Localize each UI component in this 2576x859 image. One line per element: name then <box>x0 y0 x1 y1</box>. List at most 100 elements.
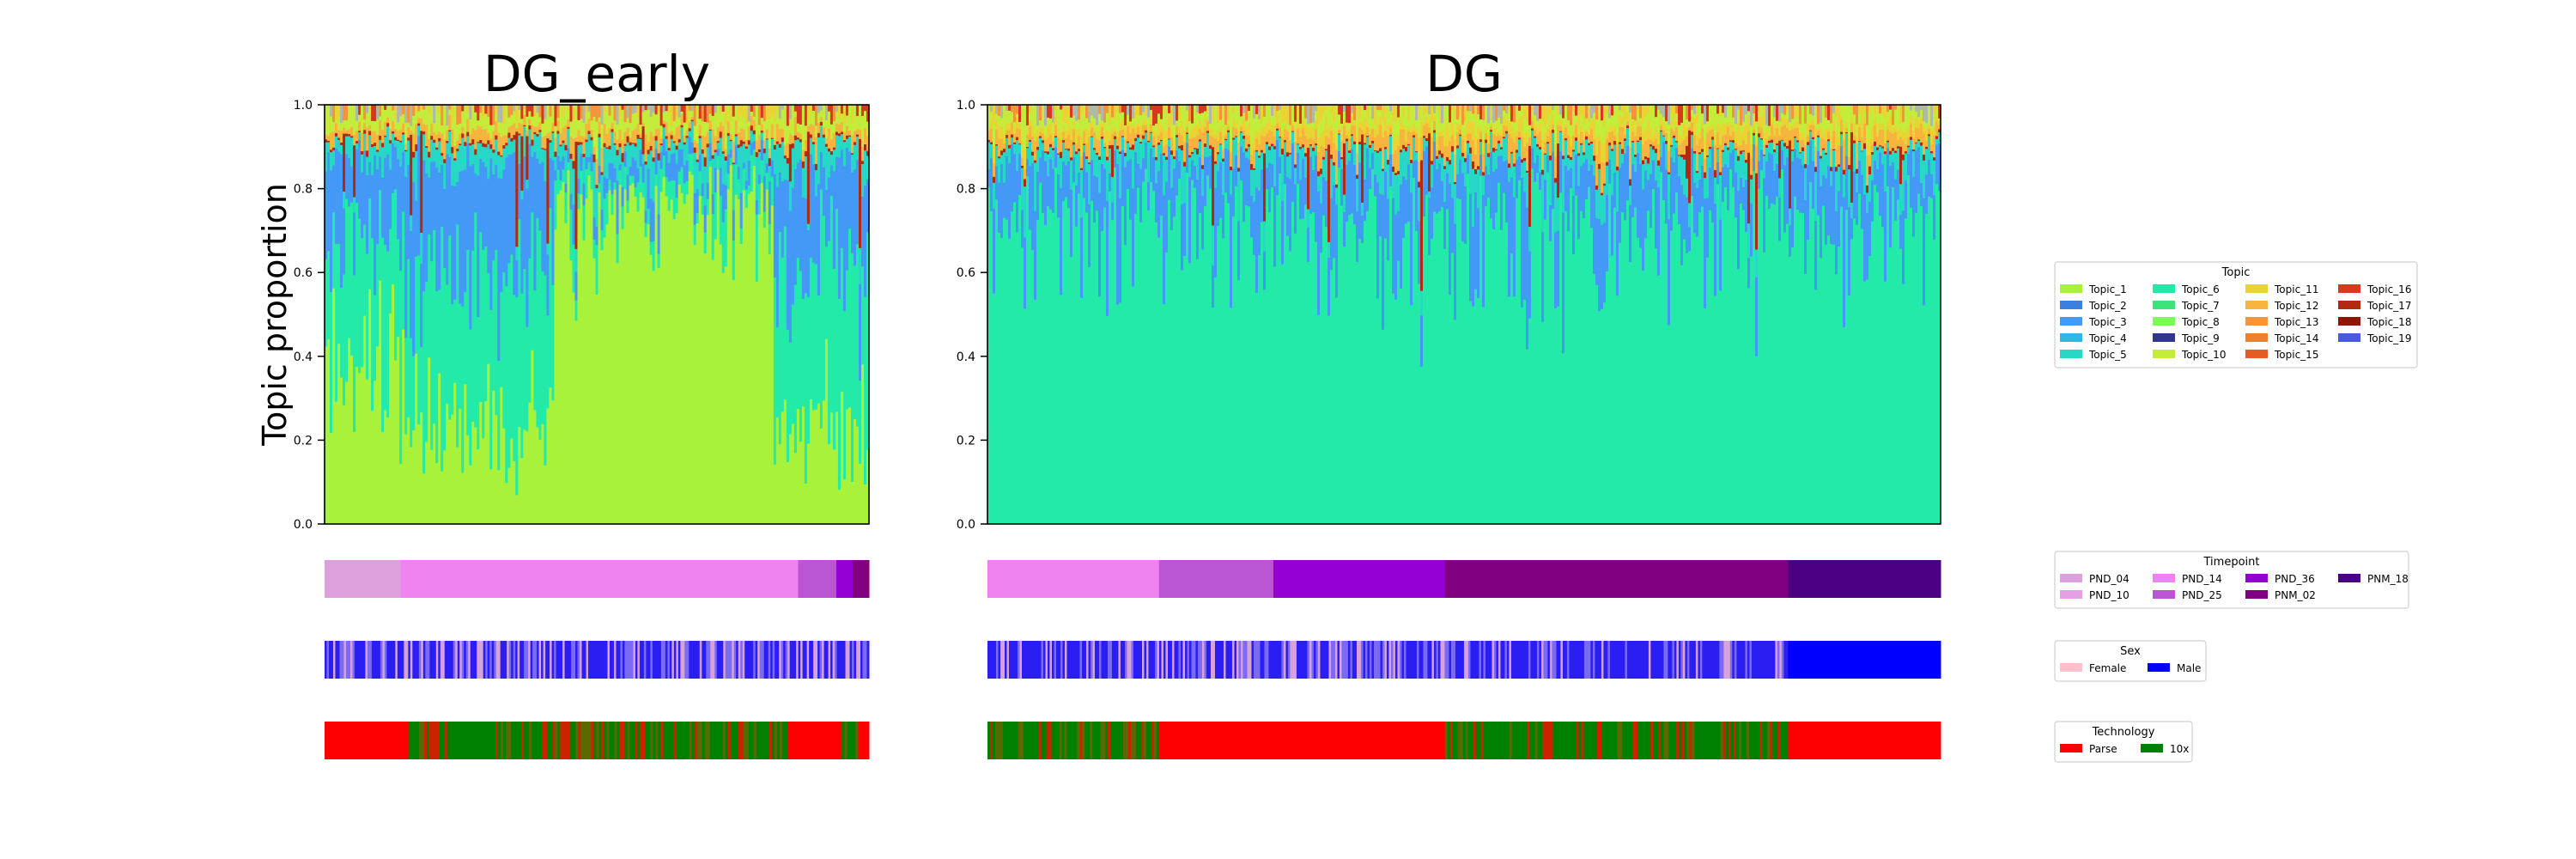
stack-segment <box>1034 140 1037 161</box>
bar-segment <box>862 641 866 679</box>
stack-segment <box>1253 254 1256 524</box>
stack-segment <box>608 162 612 180</box>
stack-segment <box>1647 105 1650 113</box>
stack-segment <box>1379 116 1382 125</box>
stack-segment <box>1075 143 1078 152</box>
stack-segment <box>1649 105 1653 122</box>
stack-segment <box>1005 218 1009 524</box>
stack-segment <box>559 132 563 145</box>
stack-segment <box>1116 304 1120 524</box>
stack-segment <box>1464 157 1467 162</box>
stack-segment <box>1693 232 1697 524</box>
stack-segment <box>1248 159 1251 207</box>
stack-segment <box>459 171 462 304</box>
stack-segment <box>1660 125 1663 131</box>
stack-segment <box>394 128 398 137</box>
stack-segment <box>1376 134 1380 151</box>
stack-segment <box>716 148 720 156</box>
stack-segment <box>1088 163 1091 205</box>
stack-segment <box>1201 168 1205 197</box>
stack-segment <box>1114 125 1117 131</box>
stack-segment <box>1188 176 1192 264</box>
stack-segment <box>1825 117 1828 130</box>
stack-segment <box>623 145 628 152</box>
stack-segment <box>1848 295 1851 524</box>
stack-segment <box>381 142 385 148</box>
stack-segment <box>1423 122 1426 126</box>
stack-segment <box>1554 105 1558 125</box>
stack-segment <box>1387 164 1390 199</box>
stack-segment <box>1789 208 1792 226</box>
stack-segment <box>1232 168 1236 216</box>
stack-segment <box>1832 119 1836 131</box>
bar-segment <box>798 560 837 598</box>
stack-segment <box>1062 200 1066 524</box>
stack-segment <box>1181 110 1184 122</box>
stack-segment <box>1420 137 1424 161</box>
stack-segment <box>404 337 408 435</box>
stack-segment <box>544 148 547 150</box>
stack-segment <box>1830 147 1833 168</box>
stack-segment <box>1856 173 1859 193</box>
stack-segment <box>819 105 823 111</box>
stack-segment <box>1546 128 1550 137</box>
stack-segment <box>729 164 733 524</box>
stack-segment <box>1307 127 1310 140</box>
stack-segment <box>990 210 993 524</box>
stack-segment <box>1763 155 1766 179</box>
stack-segment <box>1315 110 1318 120</box>
stack-segment <box>1145 131 1148 143</box>
stack-segment <box>1469 133 1473 148</box>
stack-segment <box>1456 198 1460 524</box>
bar-segment <box>617 722 620 759</box>
stack-segment <box>1394 174 1398 215</box>
stack-segment <box>1155 182 1158 222</box>
bar-segment <box>325 722 410 759</box>
stack-segment <box>492 390 495 524</box>
stack-segment <box>1758 188 1761 524</box>
stack-segment <box>993 145 996 163</box>
stack-segment <box>1266 119 1269 124</box>
stack-segment <box>1111 105 1115 118</box>
stack-segment <box>1441 180 1444 208</box>
stack-segment <box>1789 105 1792 123</box>
stack-segment <box>1139 125 1143 135</box>
stack-segment <box>1443 168 1447 203</box>
stack-segment <box>1425 116 1429 124</box>
stack-segment <box>1178 148 1182 161</box>
stack-segment <box>443 120 447 140</box>
stack-segment <box>995 105 999 114</box>
stack-segment <box>1322 105 1326 114</box>
stack-segment <box>714 105 718 113</box>
stack-segment <box>1510 125 1514 138</box>
stack-segment <box>1850 105 1854 110</box>
stack-segment <box>775 143 780 187</box>
stack-segment <box>399 463 403 524</box>
stack-segment <box>1564 123 1568 128</box>
stack-segment <box>801 197 805 299</box>
stack-segment <box>1467 173 1470 524</box>
bar-segment <box>601 722 605 759</box>
bar-segment <box>544 722 548 759</box>
stack-segment <box>459 303 462 409</box>
stack-segment <box>1054 110 1058 117</box>
stack-segment <box>1420 114 1424 123</box>
stack-segment <box>1402 175 1406 238</box>
stack-segment <box>1297 105 1300 120</box>
stack-segment <box>639 105 643 125</box>
stack-segment <box>1593 273 1596 524</box>
stack-segment <box>1116 145 1120 149</box>
stack-segment <box>564 222 568 524</box>
stack-segment <box>1732 131 1735 141</box>
stack-segment <box>1338 125 1341 130</box>
stack-segment <box>853 168 857 266</box>
stack-segment <box>1456 148 1460 174</box>
stack-segment <box>837 489 841 524</box>
stack-segment <box>1410 126 1413 133</box>
stack-segment <box>1436 168 1439 214</box>
bar-segment <box>447 641 450 679</box>
stack-segment <box>1451 123 1455 136</box>
stack-segment <box>1199 156 1202 213</box>
stack-segment <box>371 237 374 411</box>
stack-segment <box>368 125 372 131</box>
